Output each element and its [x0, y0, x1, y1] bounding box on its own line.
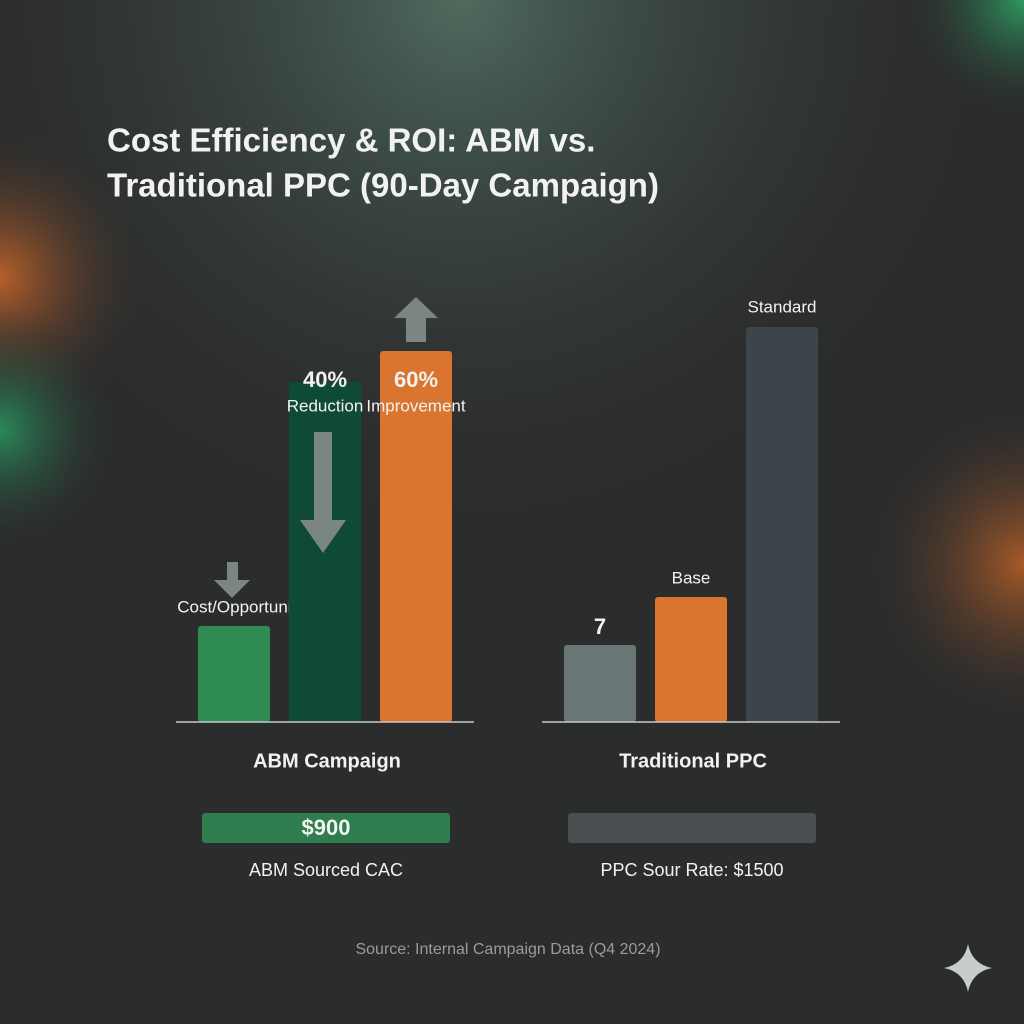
arrow-up [394, 297, 438, 342]
bar [289, 382, 361, 722]
bar-annotation: Cost/Opportunity [177, 597, 305, 616]
bar-annotation: Reduction [287, 396, 364, 415]
x-axis-label: Traditional PPC [619, 750, 767, 772]
bar [380, 351, 452, 722]
bar [746, 327, 818, 722]
summary-value: $900 [302, 815, 351, 840]
summary-bar [568, 813, 816, 843]
bar-annotation: 60% [394, 367, 438, 392]
bar [655, 597, 727, 722]
summary-note: PPC Sour Rate: $1500 [600, 860, 783, 880]
bar-annotation: Improvement [366, 396, 465, 415]
x-axis-label: ABM Campaign [253, 750, 401, 772]
bar-annotation: Base [672, 568, 711, 587]
sparkle-icon [944, 944, 992, 992]
summary-bar [202, 813, 450, 843]
arrow-down [214, 432, 346, 598]
title-line: Traditional PPC (90-Day Campaign) [107, 167, 659, 204]
source: Source: Internal Campaign Data (Q4 2024) [355, 941, 660, 958]
bar [564, 645, 636, 722]
bar [198, 626, 270, 722]
bar-annotation: 40% [303, 367, 347, 392]
summary-note: ABM Sourced CAC [249, 860, 403, 880]
bar-annotation: Standard [748, 297, 817, 316]
title-line: Cost Efficiency & ROI: ABM vs. [107, 122, 595, 159]
bar-annotation: 7 [594, 614, 606, 639]
